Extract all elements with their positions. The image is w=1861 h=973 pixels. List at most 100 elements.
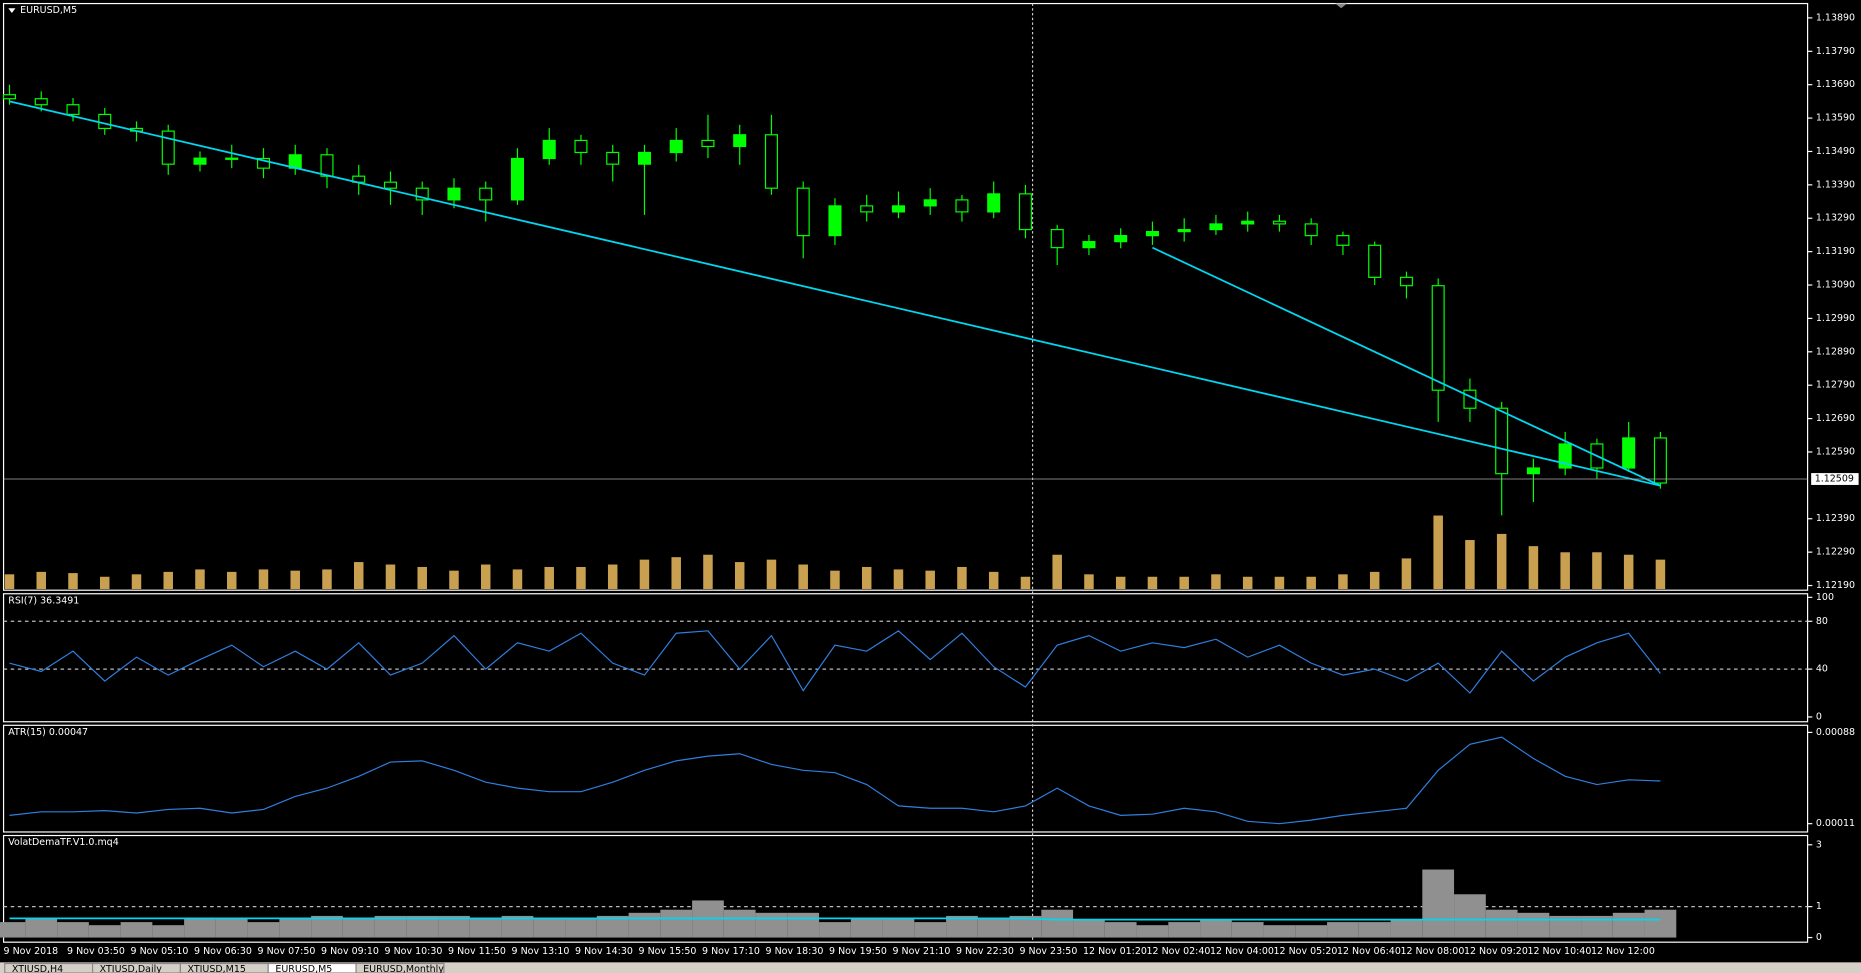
y-tick-label: 1.13090 (1816, 280, 1855, 291)
y-tick-label: 0.00011 (1816, 818, 1855, 829)
candle-body (733, 134, 747, 148)
candle-body (860, 205, 874, 213)
trendline (1152, 246, 1661, 487)
x-tick-label: 12 Nov 09:20 (1464, 946, 1528, 957)
indicator-line (9, 736, 1661, 825)
histogram-bar (850, 918, 883, 938)
histogram-bar (374, 915, 407, 938)
menu-arrow[interactable] (8, 8, 16, 14)
candle-body (1495, 407, 1509, 475)
histogram-bar (1009, 915, 1042, 938)
y-tick-label: 100 (1816, 592, 1834, 603)
x-tick-label: 12 Nov 10:40 (1527, 946, 1591, 957)
volume-bar (1179, 576, 1189, 590)
volume-bar (734, 562, 745, 590)
candle-body (34, 98, 48, 106)
volume-bar (830, 570, 840, 590)
current-price-label: 1.12509 (1815, 474, 1854, 485)
histogram-bar (1263, 925, 1296, 938)
volume-bar (766, 559, 777, 590)
histogram-bar (565, 918, 597, 938)
tab[interactable] (355, 962, 445, 973)
candle-body (2, 94, 17, 100)
histogram-bar (501, 915, 534, 938)
y-tick-label: 1.12190 (1816, 580, 1855, 591)
histogram-bar (1549, 915, 1582, 938)
trendline (9, 100, 1661, 487)
x-tick-label: 9 Nov 22:30 (956, 946, 1014, 957)
y-tick-label: 1.12990 (1816, 313, 1855, 324)
tab-label[interactable]: EURUSD,Monthly (363, 964, 444, 973)
y-tick-label: 1.13190 (1816, 246, 1855, 257)
indicator-line (9, 630, 1661, 694)
candle-body (1272, 220, 1286, 225)
x-tick-label: 9 Nov 06:30 (194, 946, 252, 957)
histogram-bar (819, 922, 851, 938)
x-tick-label: 9 Nov 03:50 (67, 946, 125, 957)
candle-body (764, 134, 778, 189)
volume-bar (1560, 552, 1570, 590)
histogram-bar (1390, 918, 1423, 938)
volume-bar (703, 554, 713, 590)
histogram-bar (25, 918, 58, 938)
histogram-bar (755, 912, 788, 938)
candle-body (637, 151, 651, 165)
candle-body (669, 139, 683, 154)
candle-body (1368, 244, 1382, 278)
candle-body (1145, 231, 1159, 237)
volume-bar (1655, 559, 1666, 590)
candle-body (383, 181, 398, 189)
volume-bar (353, 562, 364, 590)
volume-bar (957, 566, 967, 590)
candle-body (1399, 276, 1413, 287)
histogram-bar (1644, 909, 1677, 938)
histogram-bar (882, 918, 915, 938)
tab-label[interactable]: EURUSD,M5 (275, 964, 332, 973)
candle-body (1114, 235, 1128, 243)
candle-body (161, 130, 175, 165)
volume-bar (449, 570, 459, 590)
volume-bar (798, 564, 808, 590)
histogram-bar (1104, 922, 1137, 938)
candle-body (415, 187, 429, 201)
candle-body (1622, 437, 1636, 469)
candle-body (1336, 235, 1350, 246)
volume-bar (925, 570, 935, 590)
tab-label[interactable]: XTIUSD,Daily (100, 964, 163, 973)
signal-line (9, 917, 1661, 921)
histogram-bar (57, 922, 89, 938)
volume-bar (576, 566, 586, 590)
volume-bar (1369, 571, 1380, 590)
y-tick-label: 3 (1816, 839, 1822, 850)
y-tick-label: 1.13690 (1816, 79, 1855, 90)
histogram-bar (1485, 909, 1518, 938)
volume-bar (385, 564, 396, 590)
volume-bar (1242, 576, 1253, 590)
y-tick-label: 0 (1816, 711, 1822, 722)
shift-marker (1335, 3, 1348, 9)
x-tick-label: 12 Nov 02:40 (1147, 946, 1211, 957)
candle-body (955, 199, 969, 213)
histogram-bar (723, 909, 756, 938)
volume-bar (480, 564, 491, 590)
volume-bar (36, 571, 46, 590)
histogram-bar (946, 915, 978, 938)
volume-bar (607, 564, 618, 590)
tab-label[interactable]: XTIUSD,H4 (12, 964, 63, 973)
histogram-bar (1041, 909, 1074, 938)
histogram-bar (787, 912, 820, 938)
candle-body (225, 157, 239, 160)
volume-bar (1623, 554, 1634, 590)
histogram-bar (1168, 922, 1201, 938)
tab-label[interactable]: XTIUSD,M15 (188, 964, 246, 973)
histogram-bar (660, 909, 693, 938)
candle-body (1558, 443, 1572, 469)
candle-body (1304, 223, 1318, 237)
volume-bar (226, 571, 237, 590)
y-tick-label: 1.13790 (1816, 46, 1855, 57)
candle-body (193, 157, 207, 165)
volume-bar (861, 566, 872, 590)
volume-bar (1433, 515, 1443, 590)
